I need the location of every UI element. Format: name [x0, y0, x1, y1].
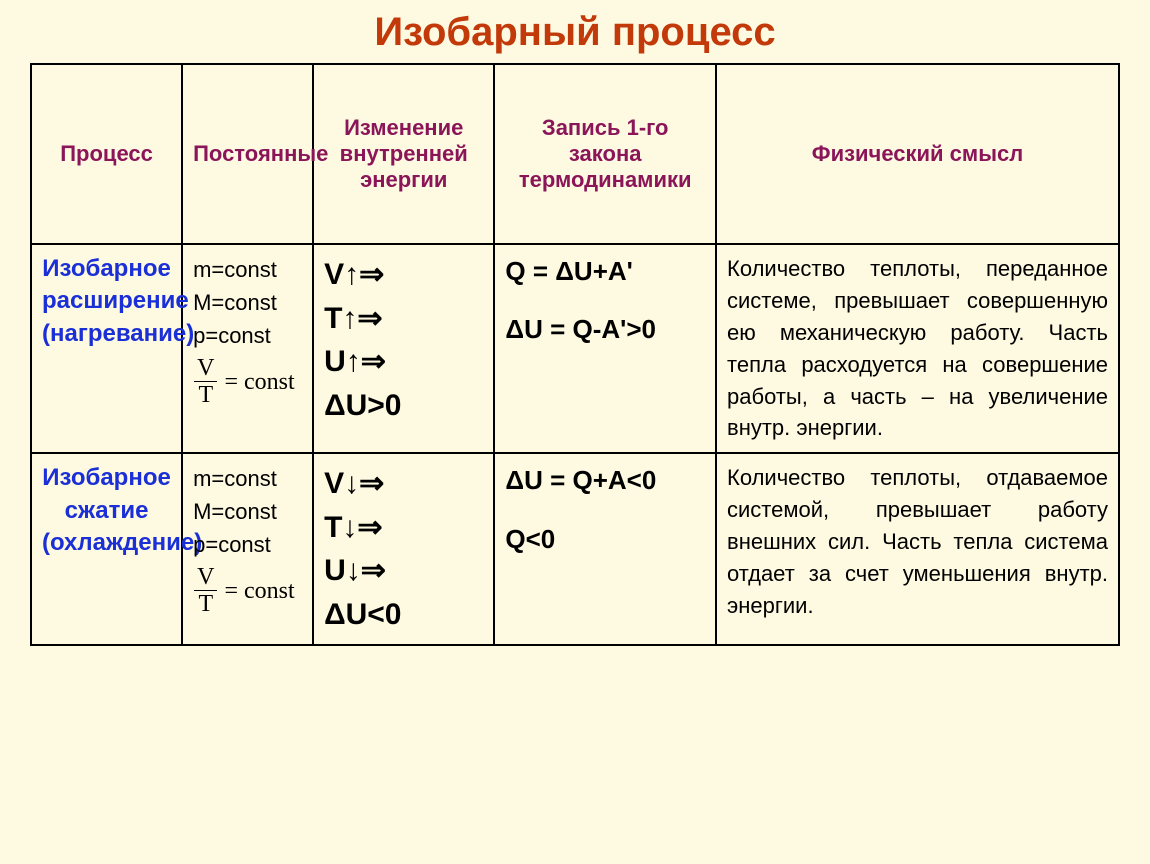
table-row: Изобарное сжатие (охлаждение) m=const M=…	[31, 453, 1119, 645]
const-line: M=const	[193, 286, 302, 319]
header-law: Запись 1-го закона термодинамики	[494, 64, 716, 244]
page-title: Изобарный процесс	[30, 10, 1120, 55]
law-cell: ΔU = Q+A<0 Q<0	[494, 453, 716, 645]
energy-line: T↑⇒	[324, 297, 483, 341]
frac-numerator: V	[193, 356, 218, 381]
law-line: ΔU = Q+A<0	[505, 462, 705, 498]
constants-cell: m=const M=const p=const V T = const	[182, 244, 313, 453]
process-table: Процесс Постоянные Изменение внутренней …	[30, 63, 1120, 646]
frac-equals: = const	[224, 573, 294, 609]
header-process: Процесс	[31, 64, 182, 244]
energy-cell: V↑⇒ T↑⇒ U↑⇒ ΔU>0	[313, 244, 494, 453]
process-name: Изобарное сжатие (охлаждение)	[31, 453, 182, 645]
energy-line: V↓⇒	[324, 462, 483, 506]
constants-cell: m=const M=const p=const V T = const	[182, 453, 313, 645]
energy-line: T↓⇒	[324, 506, 483, 550]
energy-line: ΔU<0	[324, 593, 483, 637]
energy-line: ΔU>0	[324, 384, 483, 428]
frac-numerator: V	[193, 565, 218, 590]
header-energy: Изменение внутренней энергии	[313, 64, 494, 244]
energy-line: U↑⇒	[324, 340, 483, 384]
meaning-cell: Количество теплоты, переданное системе, …	[716, 244, 1119, 453]
frac-denominator: T	[194, 381, 217, 407]
header-meaning: Физический смысл	[716, 64, 1119, 244]
const-fraction: V T = const	[193, 356, 302, 407]
const-line: m=const	[193, 253, 302, 286]
law-cell: Q = ΔU+A' ΔU = Q-A'>0	[494, 244, 716, 453]
meaning-cell: Количество теплоты, отдаваемое системой,…	[716, 453, 1119, 645]
law-line: ΔU = Q-A'>0	[505, 311, 705, 347]
energy-line: V↑⇒	[324, 253, 483, 297]
law-line: Q<0	[505, 521, 705, 557]
table-row: Изобарное расширение (нагревание) m=cons…	[31, 244, 1119, 453]
law-line: Q = ΔU+A'	[505, 253, 705, 289]
const-line: p=const	[193, 319, 302, 352]
const-line: m=const	[193, 462, 302, 495]
header-row: Процесс Постоянные Изменение внутренней …	[31, 64, 1119, 244]
frac-equals: = const	[224, 364, 294, 400]
energy-line: U↓⇒	[324, 549, 483, 593]
frac-denominator: T	[194, 590, 217, 616]
const-fraction: V T = const	[193, 565, 302, 616]
header-constants: Постоянные	[182, 64, 313, 244]
energy-cell: V↓⇒ T↓⇒ U↓⇒ ΔU<0	[313, 453, 494, 645]
const-line: p=const	[193, 528, 302, 561]
const-line: M=const	[193, 495, 302, 528]
process-name: Изобарное расширение (нагревание)	[31, 244, 182, 453]
